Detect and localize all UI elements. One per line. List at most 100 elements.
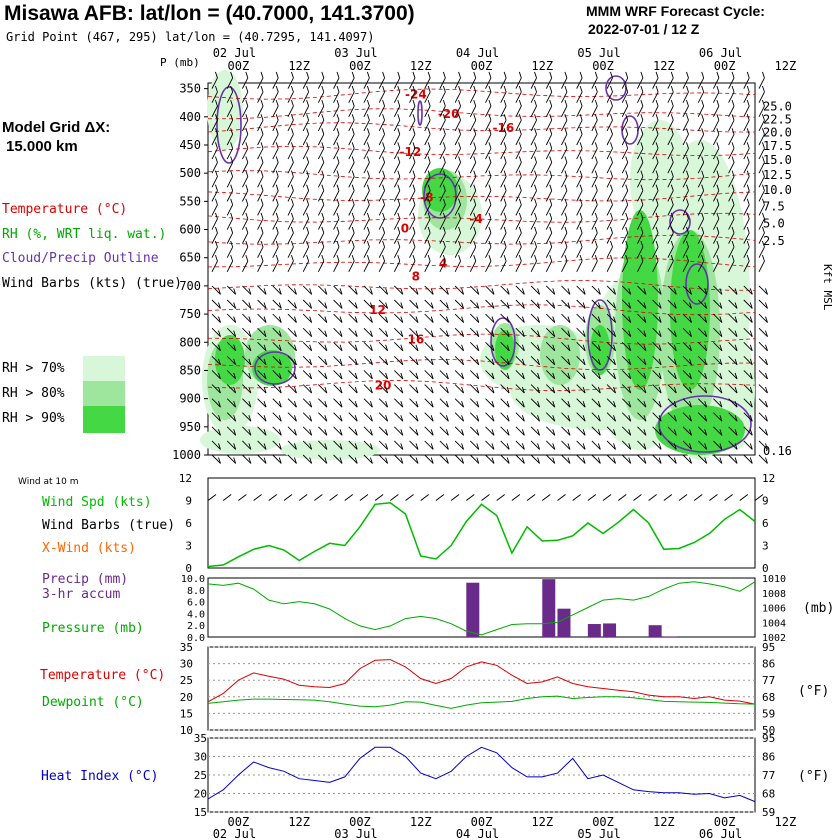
precip-bar (603, 623, 617, 637)
wind-barb-shaft (485, 218, 492, 230)
wind-barb-flag (704, 302, 708, 309)
wind-barb-flag (719, 344, 723, 351)
wind-barb-flag (625, 71, 629, 79)
wind-barb-shaft (682, 91, 689, 103)
wind-barb-shaft (652, 105, 659, 118)
wind-barb-flag (354, 443, 358, 450)
wind-barb-shaft (211, 299, 221, 309)
wind-barb-flag (321, 198, 325, 205)
wind-barb-flag (415, 344, 419, 351)
wind-barb-flag (549, 240, 553, 248)
wind-barb-shaft (454, 246, 461, 258)
wind-barb-flag (762, 85, 765, 93)
wind-barb-shaft (667, 285, 677, 295)
wind-barb-shaft (424, 285, 434, 295)
wind-barb-shaft (515, 356, 525, 366)
wind-barb-flag (655, 226, 659, 234)
wind-barb-flag (655, 170, 659, 177)
wind-barb-shaft (545, 341, 556, 352)
wind-barb-flag (567, 386, 571, 394)
wind-barb-shaft (226, 440, 236, 450)
wind-barb-shaft (424, 426, 434, 436)
wind-barb-shaft (363, 218, 370, 230)
wind-barb-flag (412, 170, 416, 177)
isotherm-label: -24 (405, 87, 427, 101)
wind-barb-flag (306, 85, 310, 93)
wind-barb-flag (613, 288, 616, 295)
wind-tick-right: 3 (762, 540, 769, 553)
wind-barb-flag (534, 99, 537, 107)
wind-barb-shaft (545, 398, 556, 408)
precip-tick-label: 2.0 (187, 621, 205, 632)
wind-barb-flag (275, 184, 279, 191)
wind-barb-flag (704, 457, 708, 464)
isotherm-label: -12 (400, 145, 422, 159)
wind-barb-shaft (272, 313, 282, 323)
wind-barb-flag (461, 316, 465, 323)
wind-barb-shaft (500, 246, 507, 258)
wind-barb-flag (442, 212, 446, 219)
wind-barb-shaft (576, 246, 583, 258)
wind-barb-flag (734, 302, 738, 309)
wind-barb-flag (309, 344, 313, 351)
wind-barb-flag (445, 372, 449, 380)
wind-barb-shaft (409, 412, 419, 422)
wind-barb-flag (248, 358, 252, 365)
wind-barb-shaft (272, 204, 279, 216)
wind-barb-shaft (728, 285, 738, 295)
wind-barb-flag (233, 344, 237, 351)
wind-barb-shaft (758, 218, 765, 230)
heat-tick-f: 68 (762, 788, 775, 801)
wind-barb-shaft (591, 412, 601, 422)
forecast-cycle-label: MMM WRF Forecast Cycle: (586, 3, 765, 19)
wind-barb-shaft (530, 232, 537, 244)
wind-barb-shaft (713, 440, 723, 450)
wind-barb-shaft (667, 77, 674, 89)
wind-barb-shaft (348, 285, 358, 295)
wind-barb-flag (719, 330, 723, 337)
wind-barb-flag (518, 254, 522, 262)
wind-barb-flag (549, 226, 553, 234)
wind-barb-flag (278, 457, 282, 464)
wind-barb-flag (597, 400, 601, 408)
wind-barb-flag (294, 457, 297, 464)
wind-barb-shaft (333, 260, 340, 273)
wind-barb-shaft (469, 313, 480, 323)
wind-barb-flag (458, 184, 461, 191)
wind-barb-shaft (621, 176, 629, 188)
legend-wind-barbs: Wind Barbs (kts) (true) (2, 276, 183, 291)
wind-barb-shaft (469, 105, 477, 118)
wind-barb-flag (658, 358, 662, 365)
wind-barb-shaft (409, 440, 419, 450)
wind-barb-flag (290, 226, 294, 234)
wind-barb-flag (689, 344, 692, 351)
wind-barb-shaft (485, 313, 495, 323)
wind-barb-shaft (241, 134, 249, 146)
wind-barb-shaft (606, 356, 616, 366)
wind-barb-flag (597, 386, 601, 394)
wind-barb-shaft (728, 426, 738, 436)
wind-barb-shaft (743, 204, 750, 216)
wind-barb-shaft (621, 105, 629, 118)
wind-barb-shaft (728, 454, 738, 464)
wind-barb-shaft (500, 91, 507, 103)
wind-barb-flag (336, 156, 340, 163)
wind-barb-shaft (272, 454, 282, 464)
wind-barb-flag (518, 142, 522, 149)
cloud-outline (587, 299, 613, 371)
wind-barb-shaft (637, 246, 644, 258)
wind-barb-shaft (697, 440, 708, 450)
wind-barb-shaft (545, 134, 553, 146)
wind-barb-shaft (439, 398, 449, 408)
wind-barb-flag (442, 254, 446, 262)
wind-barb-flag (324, 358, 328, 365)
heat-index-line (207, 746, 756, 803)
wind-barb-flag (397, 99, 401, 107)
wind-barb-flag (582, 400, 586, 408)
wind-barb-shaft (545, 204, 553, 216)
wind-barb-flag (294, 386, 297, 394)
wind-barb-shaft (409, 454, 419, 464)
wind-barb-flag (354, 358, 358, 365)
wind-barb-flag (488, 170, 492, 177)
wind-barb-flag (336, 99, 340, 107)
